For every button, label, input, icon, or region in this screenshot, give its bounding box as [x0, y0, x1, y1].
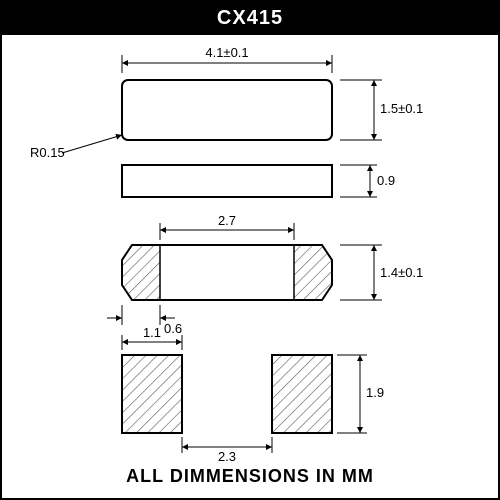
drawing-area: 4.1±0.1 1.5±0.1 R0.15 0.9 [2, 35, 498, 495]
dim-pad-span: 2.7 [218, 213, 236, 228]
front-view: 4.1±0.1 1.5±0.1 R0.15 [30, 45, 423, 160]
title-bar: CX415 [2, 2, 498, 35]
dim-body-height: 1.4±0.1 [380, 265, 423, 280]
footprint-view: 1.1 1.9 2.3 [122, 325, 384, 464]
dim-fp-pad-h: 1.9 [366, 385, 384, 400]
dim-length: 4.1±0.1 [205, 45, 248, 60]
footer-text: ALL DIMMENSIONS IN MM [2, 466, 498, 487]
technical-drawing: 4.1±0.1 1.5±0.1 R0.15 0.9 [2, 35, 498, 495]
bottom-view: 2.7 1.4±0.1 0.6 [107, 213, 423, 336]
dim-fp-pad-w: 1.1 [143, 325, 161, 340]
dim-height: 1.5±0.1 [380, 101, 423, 116]
dim-pad-width: 0.6 [164, 321, 182, 336]
dim-thickness: 0.9 [377, 173, 395, 188]
side-view: 0.9 [122, 165, 395, 197]
dim-radius: R0.15 [30, 145, 65, 160]
dim-fp-span: 2.3 [218, 449, 236, 464]
title-text: CX415 [217, 7, 283, 29]
diagram-container: CX415 4.1±0.1 [0, 0, 500, 500]
